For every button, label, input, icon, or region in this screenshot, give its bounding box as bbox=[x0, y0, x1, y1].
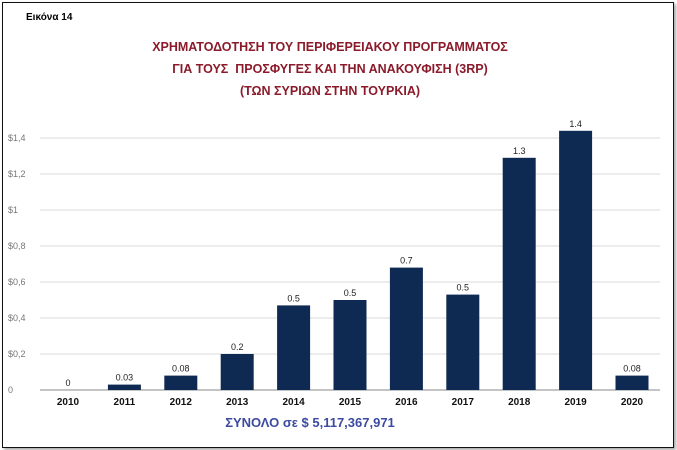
data-label: 0.03 bbox=[116, 373, 134, 383]
chart-title-line-2: ΓΙΑ ΤΟΥΣ ΠΡΟΣΦΥΓΕΣ ΚΑΙ ΤΗΝ ΑΝΑΚΟΥΦΙΣΗ (3… bbox=[172, 62, 488, 76]
data-label: 1.3 bbox=[513, 146, 526, 156]
data-label: 0.2 bbox=[231, 342, 244, 352]
x-tick-label: 2014 bbox=[282, 397, 305, 408]
y-tick-label: $1,2 bbox=[8, 169, 26, 179]
data-label: 0.7 bbox=[400, 256, 413, 266]
bar bbox=[559, 130, 593, 391]
x-tick-label: 2016 bbox=[395, 397, 418, 408]
y-tick-label: $0,2 bbox=[8, 349, 26, 359]
data-label: 0.5 bbox=[287, 293, 300, 303]
figure-label: Εικόνα 14 bbox=[26, 12, 73, 23]
bar bbox=[333, 300, 367, 390]
x-tick-label: 2015 bbox=[339, 397, 362, 408]
bar bbox=[164, 375, 198, 390]
y-tick-label: $0,4 bbox=[8, 313, 26, 323]
x-tick-label: 2012 bbox=[170, 397, 193, 408]
bar bbox=[389, 267, 423, 390]
y-tick-label: $1,4 bbox=[8, 133, 26, 143]
y-tick-label: $1 bbox=[8, 205, 18, 215]
x-tick-label: 2017 bbox=[452, 397, 475, 408]
x-tick-label: 2011 bbox=[114, 397, 136, 408]
x-tick-label: 2013 bbox=[226, 397, 249, 408]
data-label: 1.4 bbox=[569, 119, 582, 129]
bar bbox=[502, 157, 536, 390]
data-label: 0.5 bbox=[344, 288, 357, 298]
x-tick-label: 2010 bbox=[57, 397, 80, 408]
x-tick-label: 2020 bbox=[621, 397, 644, 408]
chart-title-line-1: ΧΡΗΜΑΤΟΔΟΤΗΣΗ ΤΟΥ ΠΕΡΙΦΕΡΕΙΑΚΟΥ ΠΡΟΓΡΑΜΜ… bbox=[152, 40, 508, 54]
bar bbox=[615, 375, 649, 390]
data-label: 0.08 bbox=[623, 364, 641, 374]
y-tick-label: $0,6 bbox=[8, 277, 26, 287]
bar bbox=[220, 354, 254, 390]
y-tick-label: 0 bbox=[8, 385, 13, 395]
data-label: 0.08 bbox=[172, 364, 190, 374]
y-tick-label: $0,8 bbox=[8, 241, 26, 251]
bar bbox=[107, 384, 141, 390]
chart-title-line-3: (ΤΩΝ ΣΥΡΙΩΝ ΣΤΗΝ ΤΟΥΡΚΙΑ) bbox=[239, 84, 421, 98]
data-label: 0.5 bbox=[457, 283, 470, 293]
bar bbox=[277, 305, 311, 390]
x-tick-label: 2018 bbox=[508, 397, 531, 408]
total-amount-label: ΣΥΝΟΛΟ σε $ 5,117,367,971 bbox=[225, 415, 395, 430]
data-label: 0 bbox=[65, 378, 70, 388]
bar bbox=[446, 294, 480, 390]
x-tick-label: 2019 bbox=[564, 397, 587, 408]
